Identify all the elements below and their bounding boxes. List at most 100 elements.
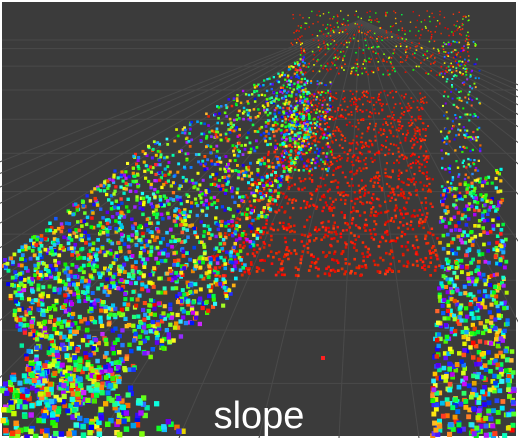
point [153,179,156,182]
point [388,267,391,270]
point [117,176,120,179]
point [88,353,93,358]
point [308,127,311,130]
point [407,249,410,252]
point [223,286,227,290]
point [380,128,382,130]
point [267,114,270,117]
point [407,241,410,244]
point [293,88,295,90]
point [309,131,312,134]
point [198,297,202,301]
point [81,432,87,438]
point [188,140,191,143]
point [320,222,322,224]
point [266,232,269,235]
point [328,272,331,275]
point [239,249,243,253]
point [406,201,408,203]
point [224,170,227,173]
point [450,91,452,93]
point [124,357,128,362]
point [325,47,327,49]
point [200,122,203,125]
point [326,68,328,70]
point [125,280,129,284]
point [349,121,351,123]
point [327,44,329,46]
point [123,292,127,296]
point [404,30,406,32]
point [382,74,384,76]
point [451,128,453,130]
point [113,206,116,209]
point [387,116,389,118]
point [419,148,421,150]
point [425,207,427,209]
point [271,88,273,90]
point [182,254,186,258]
point [396,237,399,240]
point [76,208,79,211]
point [361,73,363,75]
point [300,71,302,73]
point [303,169,305,171]
point [343,217,345,219]
point [249,119,252,122]
point [234,169,237,172]
point [392,67,394,69]
point [63,286,67,290]
point [337,156,339,158]
point [318,150,320,152]
point [227,140,230,143]
point [257,214,260,217]
point [239,258,243,262]
point [215,246,219,250]
point [220,139,223,142]
point [342,135,344,137]
point [431,206,433,208]
point [449,165,451,167]
point [444,198,447,201]
point [337,107,339,109]
point [156,141,159,144]
point [277,271,280,274]
point [423,123,425,125]
point [156,261,160,265]
point [415,35,417,37]
point [324,234,327,237]
point [266,165,268,167]
point [80,279,84,283]
point [302,17,303,18]
point [152,285,156,289]
point [150,250,154,254]
point [341,139,343,141]
point [107,322,111,326]
point [375,12,376,13]
point [198,322,202,326]
point [331,28,333,30]
point [364,189,366,191]
point [148,197,151,200]
point [261,176,264,179]
point [237,154,240,157]
point [344,63,346,65]
point [114,227,118,231]
point [361,252,364,255]
point [20,283,24,287]
point [238,237,241,240]
point [114,360,119,365]
point [453,34,455,36]
point [392,26,393,27]
point [184,132,187,135]
point [341,43,343,45]
point [466,79,468,81]
point [309,122,312,125]
page: slope (() => { const data = JSON.parse(d… [0,0,518,438]
point [245,233,248,236]
point [347,15,348,16]
point [471,88,473,90]
point [404,208,406,210]
point [147,145,150,148]
point [125,307,129,311]
